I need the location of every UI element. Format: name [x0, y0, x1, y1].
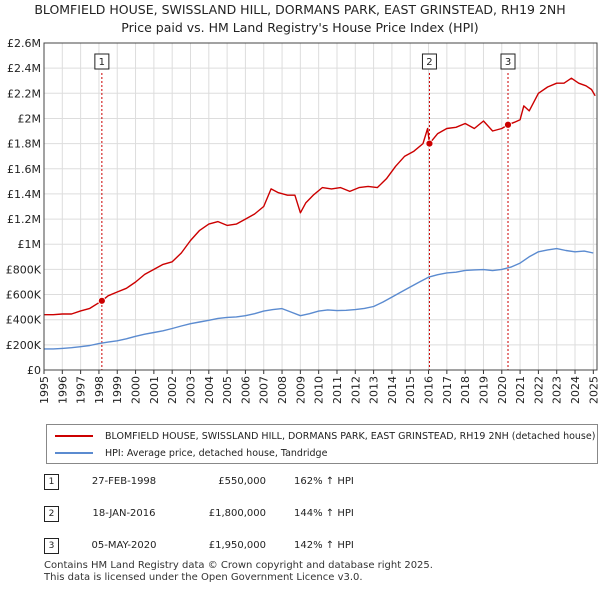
sale-marker-label: 1 — [99, 57, 105, 68]
x-tick-label: 2015 — [404, 376, 417, 404]
transaction-number: 3 — [44, 538, 59, 554]
x-tick-label: 2009 — [294, 376, 307, 404]
x-tick-label: 2024 — [569, 376, 582, 404]
x-tick-label: 2003 — [184, 376, 197, 404]
x-tick-label: 2008 — [276, 376, 289, 404]
legend-label-hpi: HPI: Average price, detached house, Tand… — [105, 447, 328, 459]
y-tick-label: £2.6M — [7, 37, 41, 50]
x-tick-label: 2014 — [386, 376, 399, 404]
legend-swatch-hpi — [55, 452, 93, 454]
x-tick-label: 2022 — [532, 376, 545, 404]
x-tick-label: 2010 — [313, 376, 326, 404]
y-tick-label: £2M — [18, 112, 42, 125]
sale-marker-box — [500, 53, 516, 70]
y-tick-label: £0 — [27, 364, 41, 377]
x-tick-label: 2007 — [258, 376, 271, 404]
x-tick-label: 2001 — [148, 376, 161, 404]
table-row: 3 05-MAY-2020 £1,950,000 142% ↑ HPI — [44, 538, 404, 556]
sale-point — [425, 139, 434, 148]
x-tick-label: 2004 — [203, 376, 216, 404]
sale-point — [504, 120, 512, 129]
table-row: 2 18-JAN-2016 £1,800,000 144% ↑ HPI — [44, 506, 404, 524]
x-tick-label: 1995 — [38, 376, 51, 404]
table-row: 1 27-FEB-1998 £550,000 162% ↑ HPI — [44, 474, 404, 492]
x-tick-label: 2025 — [587, 376, 600, 404]
y-tick-label: £1.2M — [7, 213, 41, 226]
x-tick-label: 1997 — [75, 376, 88, 404]
transaction-hpi-change: 162% ↑ HPI — [294, 476, 354, 487]
legend-item-hpi: HPI: Average price, detached house, Tand… — [55, 445, 327, 461]
transaction-number: 2 — [44, 506, 59, 522]
x-tick-label: 2002 — [166, 376, 179, 404]
y-tick-label: £1M — [18, 238, 42, 251]
y-tick-label: £1.4M — [7, 188, 41, 201]
x-tick-label: 1998 — [93, 376, 106, 404]
plot-area — [44, 43, 597, 370]
chart-title: BLOMFIELD HOUSE, SWISSLAND HILL, DORMANS… — [34, 2, 566, 17]
sale-marker-label: 3 — [505, 57, 511, 68]
transaction-date: 27-FEB-1998 — [91, 476, 157, 487]
chart-legend: BLOMFIELD HOUSE, SWISSLAND HILL, DORMANS… — [46, 424, 598, 464]
x-tick-label: 2000 — [130, 376, 143, 404]
x-tick-label: 2016 — [423, 376, 436, 404]
x-tick-label: 1999 — [111, 376, 124, 404]
x-tick-label: 2013 — [368, 376, 381, 404]
transaction-hpi-change: 144% ↑ HPI — [294, 508, 354, 519]
transaction-hpi-change: 142% ↑ HPI — [294, 540, 354, 551]
transaction-price: £1,950,000 — [208, 540, 266, 551]
property-series-line — [44, 77, 596, 316]
transaction-number: 1 — [44, 474, 59, 490]
x-tick-label: 2023 — [551, 376, 564, 404]
footer-copyright: Contains HM Land Registry data © Crown c… — [44, 560, 433, 571]
legend-item-property: BLOMFIELD HOUSE, SWISSLAND HILL, DORMANS… — [55, 428, 595, 444]
x-tick-label: 2006 — [239, 376, 252, 404]
x-tick-label: 2019 — [477, 376, 490, 404]
transaction-price: £550,000 — [218, 476, 266, 487]
y-tick-label: £600K — [6, 289, 42, 302]
sale-marker-box — [94, 53, 110, 70]
y-tick-label: £200K — [6, 339, 42, 352]
plot-border — [43, 42, 598, 371]
y-tick-label: £2.4M — [7, 62, 41, 75]
legend-label-property: BLOMFIELD HOUSE, SWISSLAND HILL, DORMANS… — [105, 430, 596, 442]
x-tick-label: 1996 — [56, 376, 69, 404]
legend-swatch-property — [55, 435, 93, 437]
transaction-price: £1,800,000 — [208, 508, 266, 519]
price-chart: £0 £200K £400K £600K £800K £1M £1.2M £1.4M £1.6M… — [6, 37, 600, 404]
sale-marker-label: 2 — [426, 57, 432, 68]
y-tick-label: £1.6M — [7, 163, 41, 176]
x-tick-label: 2017 — [441, 376, 454, 404]
chart-subtitle: Price paid vs. HM Land Registry's House … — [121, 20, 479, 35]
x-tick-label: 2020 — [496, 376, 509, 404]
sale-marker-box — [421, 53, 437, 70]
y-tick-label: £1.8M — [7, 138, 41, 151]
x-tick-label: 2018 — [459, 376, 472, 404]
transaction-date: 05-MAY-2020 — [91, 540, 157, 551]
x-tick-label: 2011 — [331, 376, 344, 404]
transaction-date: 18-JAN-2016 — [92, 508, 156, 519]
y-tick-label: £400K — [6, 314, 42, 327]
y-tick-label: £2.2M — [7, 87, 41, 100]
sale-point — [97, 296, 106, 305]
footer-licence: This data is licensed under the Open Gov… — [44, 572, 363, 583]
x-tick-label: 2005 — [221, 376, 234, 404]
x-tick-label: 2021 — [514, 376, 527, 404]
hpi-series-line — [44, 247, 594, 350]
y-tick-label: £800K — [6, 263, 42, 276]
x-tick-label: 2012 — [349, 376, 362, 404]
